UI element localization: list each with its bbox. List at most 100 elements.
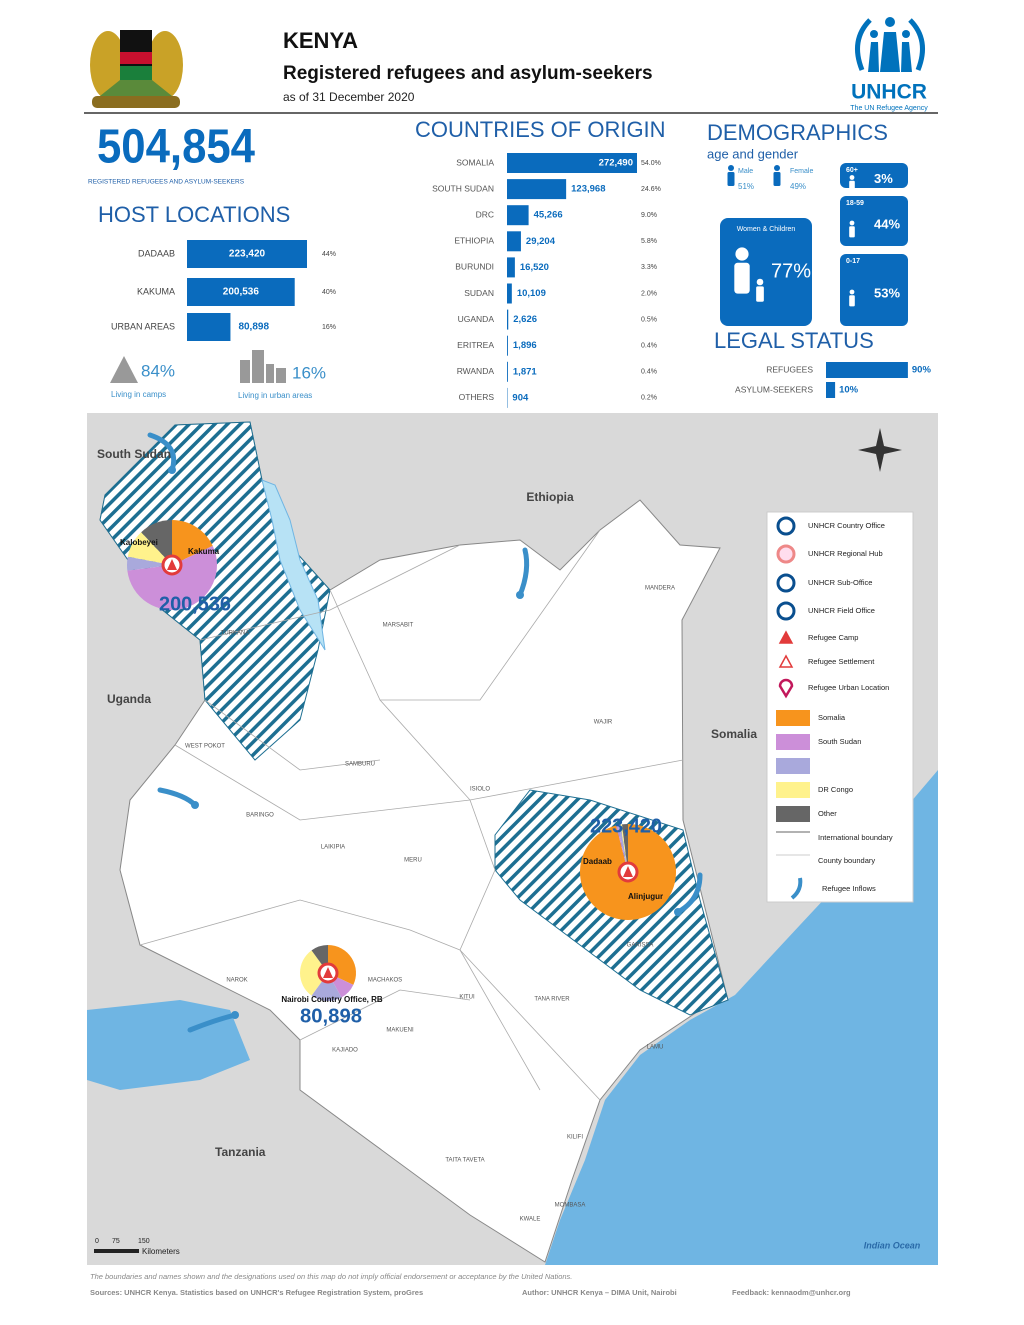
county-label: MARSABIT bbox=[383, 623, 414, 629]
share-label: 0.4% bbox=[641, 343, 657, 350]
logo-text: UNHCR bbox=[851, 81, 927, 104]
county-boundary bbox=[459, 799, 541, 1091]
bar bbox=[507, 205, 529, 226]
age-icon bbox=[849, 175, 855, 180]
inflow-arrow bbox=[147, 432, 177, 473]
inflow-arrowhead bbox=[674, 908, 682, 916]
map-legend bbox=[766, 511, 914, 903]
share-big: 16% bbox=[292, 363, 326, 382]
bar bbox=[507, 153, 637, 173]
feedback: Feedback: kennaodm@unhcr.org bbox=[732, 1288, 851, 1297]
value-label: 200,536 bbox=[223, 287, 260, 298]
legend-symbol bbox=[778, 678, 794, 699]
category-label: RWANDA bbox=[457, 366, 495, 376]
pie-slice bbox=[141, 520, 172, 565]
pie-slice bbox=[127, 532, 172, 565]
legend-label: Refugee Settlement bbox=[808, 657, 875, 666]
age-icon bbox=[849, 289, 855, 295]
disclaimer: The boundaries and names shown and the d… bbox=[90, 1272, 572, 1281]
legend-label: International boundary bbox=[818, 833, 893, 842]
legend-label: UNHCR Sub-Office bbox=[808, 578, 872, 587]
camp-total: 80,898 bbox=[300, 1005, 362, 1027]
share-label: 54.0% bbox=[641, 160, 661, 167]
category-label: UGANDA bbox=[458, 314, 495, 324]
share-label: 3.3% bbox=[641, 264, 657, 271]
county-label: MOMBASA bbox=[555, 1203, 586, 1209]
country-label: Uganda bbox=[107, 692, 151, 706]
female-icon bbox=[774, 165, 780, 171]
legend-label: Other bbox=[818, 809, 837, 818]
age-label: 60+ bbox=[846, 167, 858, 174]
county-label: KILIFI bbox=[567, 1135, 583, 1141]
pie-slice bbox=[311, 973, 342, 1001]
legend-label: South Sudan bbox=[818, 737, 861, 746]
county-boundary bbox=[174, 744, 471, 821]
category-label: DRC bbox=[476, 209, 494, 219]
county-boundary bbox=[299, 989, 471, 1041]
tent-icon bbox=[110, 356, 138, 383]
value-label: 45,266 bbox=[534, 210, 563, 221]
value-label: 80,898 bbox=[238, 322, 269, 333]
inflow-arrowhead bbox=[168, 466, 176, 474]
inflow-arrowhead bbox=[231, 1011, 239, 1019]
county-label: GARISSA bbox=[627, 943, 654, 949]
bar bbox=[507, 283, 512, 304]
share-label: 5.8% bbox=[641, 238, 657, 245]
legend-label: Refugee Urban Location bbox=[808, 683, 889, 692]
women-children-box bbox=[720, 218, 812, 326]
legend-swatch bbox=[776, 758, 810, 774]
bar bbox=[507, 309, 509, 330]
male-icon bbox=[727, 172, 735, 186]
logo-tagline: The UN Refugee Agency bbox=[850, 105, 928, 112]
unhcr-logo bbox=[855, 17, 925, 72]
legend-symbol bbox=[776, 516, 796, 536]
gender-label: Male bbox=[738, 168, 753, 175]
category-label: ERITREA bbox=[457, 340, 494, 350]
pie-slice bbox=[621, 824, 628, 872]
county-label: SAMBURU bbox=[345, 762, 375, 768]
value-label: 1,896 bbox=[513, 340, 537, 351]
legend-label: DR Congo bbox=[818, 785, 853, 794]
inflow-arrowhead bbox=[191, 801, 199, 809]
value-label: 272,490 bbox=[599, 158, 633, 169]
box-label: Women & Children bbox=[737, 226, 796, 233]
camp-symbol bbox=[167, 559, 177, 570]
county-label: MANDERA bbox=[645, 586, 675, 592]
legend-label: UNHCR Country Office bbox=[808, 521, 885, 530]
legend-symbol bbox=[776, 573, 796, 593]
category-label: SUDAN bbox=[464, 288, 494, 298]
county-label: LAMU bbox=[647, 1045, 664, 1051]
age-box bbox=[840, 254, 908, 326]
bar bbox=[507, 257, 515, 278]
lake-turkana bbox=[261, 479, 326, 651]
country-label: Indian Ocean bbox=[864, 1240, 921, 1250]
camp-total: 200,536 bbox=[159, 593, 231, 615]
gender-share: 51% bbox=[738, 182, 754, 191]
legend-label: Refugee Inflows bbox=[822, 884, 876, 893]
age-icon bbox=[849, 180, 855, 192]
share-label: 0.5% bbox=[641, 316, 657, 323]
category-label: ASYLUM-SEEKERS bbox=[735, 384, 813, 394]
county-label: MACHAKOS bbox=[368, 978, 402, 984]
age-box bbox=[840, 163, 908, 188]
bar bbox=[826, 362, 908, 378]
county-label: ISIOLO bbox=[470, 787, 490, 793]
bar bbox=[507, 231, 521, 252]
camp-total: 223,420 bbox=[590, 815, 662, 837]
child-icon bbox=[756, 278, 764, 286]
share-label: 44% bbox=[322, 251, 336, 258]
share-label: 2.0% bbox=[641, 290, 657, 297]
scale-unit: Kilometers bbox=[142, 1247, 180, 1256]
age-icon bbox=[849, 226, 855, 238]
legend-swatch bbox=[776, 734, 810, 750]
legend-label: Refugee Camp bbox=[808, 633, 858, 642]
legend-symbol bbox=[778, 630, 794, 644]
date: as of 31 December 2020 bbox=[283, 90, 415, 104]
county-label: LAIKIPIA bbox=[321, 845, 345, 851]
section-subtitle: age and gender bbox=[707, 146, 799, 161]
county-label: WAJIR bbox=[594, 720, 613, 726]
box-share: 77% bbox=[771, 260, 811, 282]
age-box bbox=[840, 196, 908, 246]
category-label: BURUNDI bbox=[455, 262, 494, 272]
